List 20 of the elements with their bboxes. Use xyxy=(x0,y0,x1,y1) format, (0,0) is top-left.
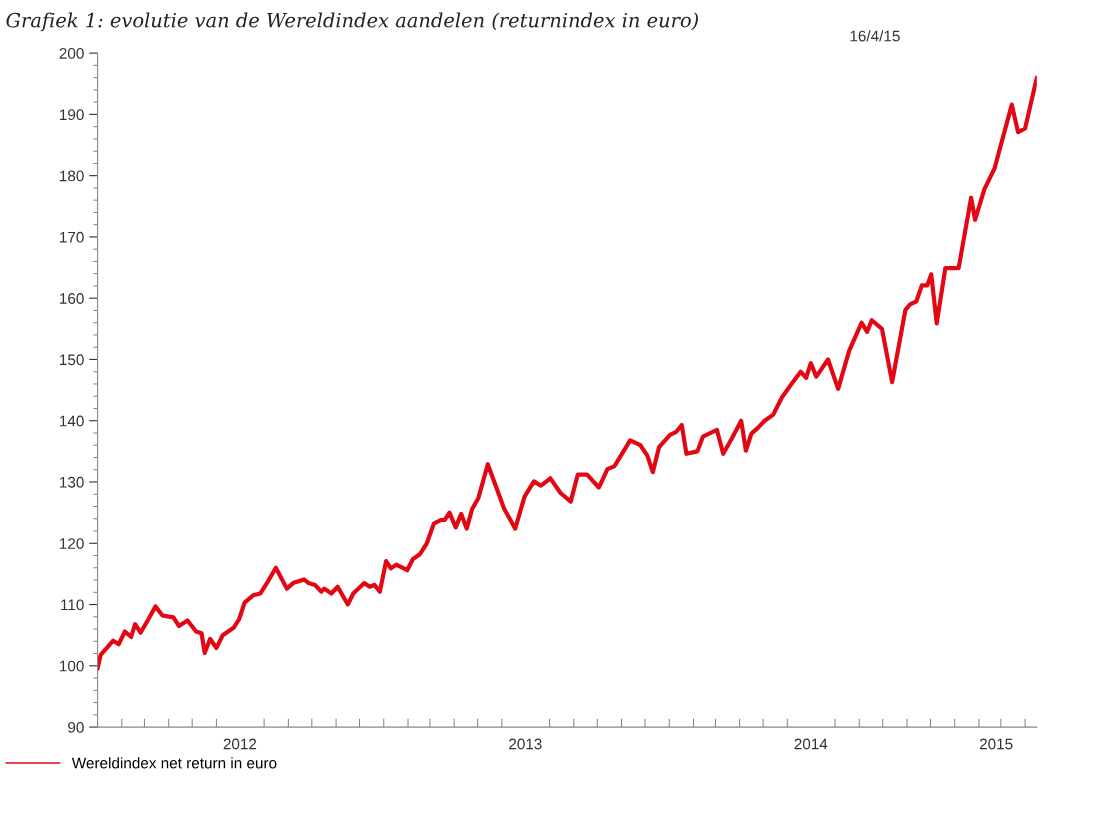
y-tick-label: 130 xyxy=(60,476,84,488)
y-tick-label: 140 xyxy=(60,415,84,427)
chart-title: Grafiek 1: evolutie van de Wereldindex aandelen (returnindex in euro) xyxy=(6,12,698,32)
y-tick-label: 200 xyxy=(59,47,84,59)
y-tick-label: 150 xyxy=(60,354,84,366)
x-tick-label: 2012 xyxy=(223,738,257,750)
y-tick-label: 190 xyxy=(60,109,84,121)
x-tick-label: 2015 xyxy=(979,738,1013,750)
x-tick-label: 2014 xyxy=(794,738,828,750)
text: 16/4/15 xyxy=(850,30,900,42)
y-tick-label: 120 xyxy=(60,538,84,549)
y-tick-label: 110 xyxy=(61,599,84,611)
line-series xyxy=(97,75,1037,671)
y-tick-label: 180 xyxy=(60,170,84,182)
y-tick-label: 160 xyxy=(60,293,84,304)
y-tick-label: 170 xyxy=(60,231,84,243)
x-tick-label: 2013 xyxy=(509,738,542,750)
legend-label: Wereldindex net return in euro xyxy=(71,757,277,769)
y-tick-label: 90 xyxy=(68,721,84,733)
y-tick-label: 100 xyxy=(60,660,84,672)
